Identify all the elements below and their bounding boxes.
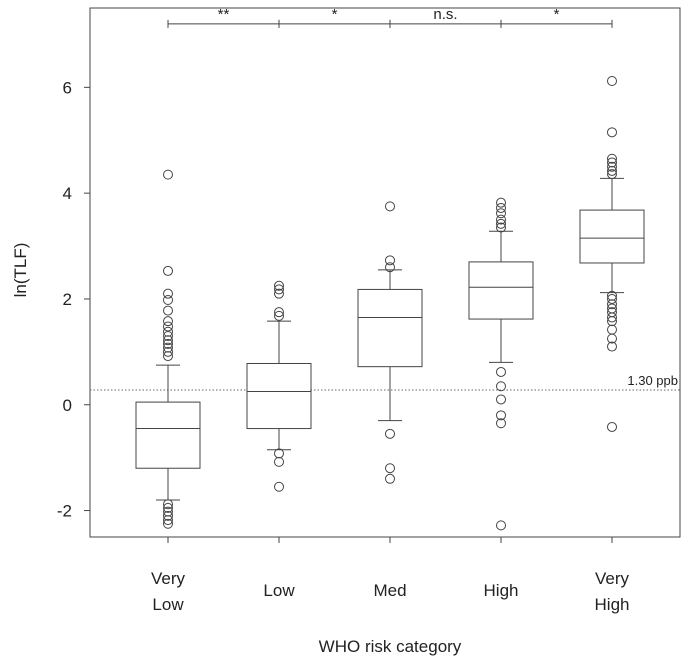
significance-label: n.s.	[433, 6, 457, 23]
outlier-point	[274, 448, 284, 459]
outlier-point	[163, 502, 173, 513]
outlier-point	[496, 222, 506, 233]
box-iqr	[357, 288, 423, 368]
outlier-point	[607, 299, 617, 310]
significance-label: *	[554, 6, 560, 23]
outlier-point	[274, 310, 284, 321]
outlier-point	[496, 366, 506, 377]
outlier-point	[496, 394, 506, 405]
outlier-point	[274, 288, 284, 299]
outlier-point	[607, 290, 617, 301]
outlier-point	[496, 214, 506, 225]
box-3	[468, 197, 534, 531]
outlier-point	[163, 295, 173, 306]
outlier-point	[163, 169, 173, 180]
outlier-point	[385, 201, 395, 212]
box-iqr	[468, 261, 534, 320]
outlier-point	[163, 330, 173, 341]
outlier-point	[496, 208, 506, 219]
outlier-point	[274, 456, 284, 467]
outlier-point	[385, 428, 395, 439]
outlier-point	[607, 165, 617, 176]
outlier-point	[163, 338, 173, 349]
outlier-point	[274, 307, 284, 318]
outlier-point	[607, 293, 617, 304]
outlier-point	[496, 202, 506, 213]
outlier-point	[607, 76, 617, 87]
outlier-point	[163, 510, 173, 521]
outlier-point	[163, 499, 173, 510]
y-tick-label: -2	[57, 502, 72, 521]
box-iqr	[579, 209, 645, 264]
x-tick-label: Med	[373, 581, 406, 600]
outlier-point	[163, 288, 173, 299]
outlier-point	[607, 324, 617, 335]
box-4	[579, 76, 645, 432]
outlier-point	[607, 153, 617, 164]
outlier-point	[607, 127, 617, 138]
plot-frame	[89, 7, 681, 538]
outlier-point	[496, 410, 506, 421]
outlier-point	[607, 421, 617, 432]
box-0	[135, 169, 201, 529]
y-tick-label: 4	[63, 184, 72, 203]
box-1	[246, 280, 312, 492]
reference-line-label: 1.30 ppb	[627, 373, 678, 388]
outlier-point	[607, 307, 617, 318]
outlier-point	[163, 342, 173, 353]
outlier-point	[163, 515, 173, 526]
x-tick-label: Very	[595, 569, 630, 588]
box-iqr	[135, 401, 201, 469]
outlier-point	[385, 255, 395, 266]
outlier-point	[163, 316, 173, 327]
outlier-point	[163, 518, 173, 529]
outlier-point	[163, 265, 173, 276]
x-axis-label: WHO risk category	[319, 637, 462, 656]
outlier-point	[163, 321, 173, 332]
x-tick-label: High	[595, 595, 630, 614]
outlier-point	[607, 303, 617, 314]
outlier-point	[274, 284, 284, 295]
outlier-point	[496, 418, 506, 429]
outlier-point	[385, 473, 395, 484]
outlier-point	[385, 262, 395, 273]
significance-label: **	[218, 6, 230, 23]
outlier-point	[274, 481, 284, 492]
y-tick-label: 6	[63, 78, 72, 97]
outlier-point	[607, 161, 617, 172]
outlier-point	[163, 335, 173, 346]
outlier-point	[607, 169, 617, 180]
outlier-point	[496, 381, 506, 392]
outlier-point	[163, 326, 173, 337]
outlier-point	[607, 157, 617, 168]
y-tick-label: 0	[63, 396, 72, 415]
outlier-point	[496, 197, 506, 208]
x-tick-label: Low	[152, 595, 184, 614]
y-axis-label: ln(TLF)	[11, 243, 30, 298]
x-tick-label: Very	[151, 569, 186, 588]
outlier-point	[496, 218, 506, 229]
outlier-point	[163, 346, 173, 357]
y-tick-label: 2	[63, 290, 72, 309]
outlier-point	[163, 305, 173, 316]
x-tick-label: High	[484, 581, 519, 600]
outlier-point	[163, 351, 173, 362]
box-iqr	[246, 362, 312, 430]
outlier-point	[607, 341, 617, 352]
outlier-point	[163, 506, 173, 517]
outlier-point	[274, 280, 284, 291]
significance-label: *	[332, 6, 338, 23]
outlier-point	[496, 520, 506, 531]
x-tick-label: Low	[263, 581, 295, 600]
box-2	[357, 201, 423, 484]
outlier-point	[385, 463, 395, 474]
